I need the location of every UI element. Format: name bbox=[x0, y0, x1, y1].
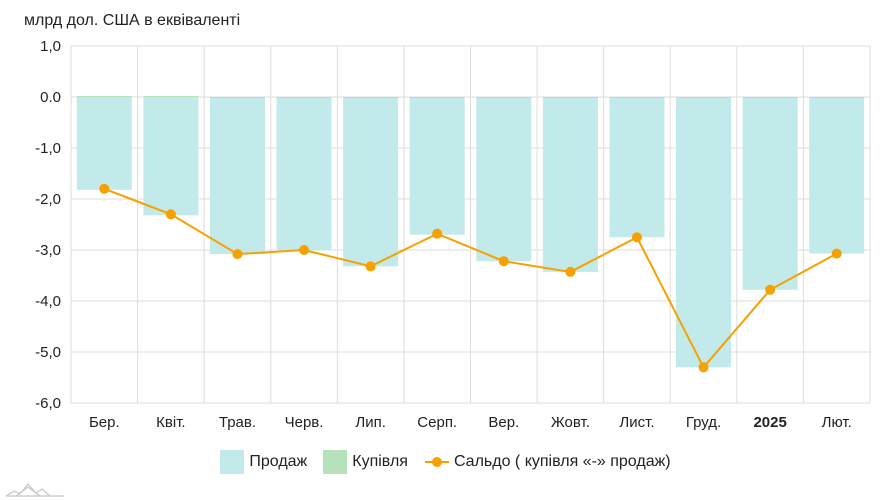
bar-sales bbox=[343, 97, 399, 267]
bar-sales bbox=[542, 97, 598, 272]
x-tick-label: Бер. bbox=[89, 414, 120, 431]
bar-sales bbox=[742, 97, 798, 290]
balance-point bbox=[165, 209, 176, 220]
y-tick-label: -6,0 bbox=[35, 395, 61, 412]
legend-swatch-balance bbox=[424, 457, 449, 467]
bar-purchases bbox=[143, 95, 199, 97]
balance-points bbox=[99, 183, 842, 373]
bar-sales bbox=[209, 97, 265, 255]
x-tick-label: Квіт. bbox=[156, 414, 185, 431]
bar-sales bbox=[676, 97, 732, 368]
balance-point bbox=[831, 248, 842, 259]
x-tick-label: 2025 bbox=[753, 414, 786, 431]
bar-purchases bbox=[676, 97, 732, 98]
bars bbox=[76, 95, 865, 368]
balance-point bbox=[99, 183, 110, 194]
x-tick-label: Лют. bbox=[822, 414, 852, 431]
y-tick-label: -4,0 bbox=[35, 293, 61, 310]
bar-purchases bbox=[476, 97, 532, 98]
legend: Продаж Купівля Сальдо ( купівля «-» прод… bbox=[0, 450, 891, 474]
bar-sales bbox=[476, 97, 532, 262]
legend-label-purchases: Купівля bbox=[352, 453, 408, 470]
bar-purchases bbox=[76, 95, 132, 97]
y-axis-ticks: 1,0 0.0 -1,0 -2,0 -3,0 -4,0 -5,0 -6,0 bbox=[35, 38, 61, 412]
balance-point bbox=[432, 228, 443, 239]
balance-point bbox=[631, 232, 642, 243]
x-tick-label: Груд. bbox=[686, 414, 721, 431]
legend-swatch-sales bbox=[220, 450, 245, 474]
legend-label-balance: Сальдо ( купівля «-» продаж) bbox=[453, 453, 671, 470]
bar-purchases bbox=[809, 97, 865, 98]
legend-item-balance: Сальдо ( купівля «-» продаж) bbox=[424, 450, 671, 474]
bar-purchases bbox=[542, 97, 598, 98]
y-tick-label: -2,0 bbox=[35, 191, 61, 208]
y-tick-label: 0.0 bbox=[40, 89, 61, 106]
x-tick-label: Жовт. bbox=[551, 414, 590, 431]
balance-point bbox=[299, 245, 310, 255]
balance-point bbox=[765, 284, 776, 295]
x-tick-label: Серп. bbox=[417, 414, 457, 431]
x-tick-label: Трав. bbox=[219, 414, 256, 431]
y-axis-unit-label: млрд дол. США в еквіваленті bbox=[24, 12, 241, 29]
bar-purchases bbox=[742, 97, 798, 98]
bar-sales bbox=[809, 97, 865, 254]
bar-purchases bbox=[343, 97, 399, 98]
balance-line-path bbox=[103, 187, 838, 370]
legend-label-sales: Продаж bbox=[249, 453, 308, 470]
y-tick-label: 1,0 bbox=[40, 38, 61, 55]
bar-purchases bbox=[276, 97, 332, 98]
bar-sales bbox=[609, 97, 665, 238]
bar-sales bbox=[143, 97, 199, 216]
mountain-logo-icon bbox=[6, 483, 64, 497]
legend-item-sales: Продаж bbox=[220, 450, 307, 474]
balance-point bbox=[565, 266, 576, 277]
balance-point bbox=[698, 362, 709, 373]
y-tick-label: -3,0 bbox=[35, 242, 61, 259]
balance-line bbox=[103, 187, 838, 370]
bar-sales bbox=[76, 97, 132, 190]
y-tick-label: -5,0 bbox=[35, 344, 61, 361]
x-tick-label: Лист. bbox=[619, 414, 654, 431]
balance-point bbox=[365, 261, 376, 272]
bar-purchases bbox=[209, 97, 265, 98]
legend-item-purchases: Купівля bbox=[323, 450, 408, 474]
chart: 1,0 0.0 -1,0 -2,0 -3,0 -4,0 -5,0 -6,0 Бер. Квіт.… bbox=[35, 38, 871, 431]
balance-point bbox=[232, 249, 243, 260]
bar-purchases bbox=[609, 97, 665, 98]
grid-lines bbox=[70, 45, 871, 404]
bar-sales bbox=[409, 97, 465, 235]
x-tick-label: Вер. bbox=[488, 414, 519, 431]
y-tick-label: -1,0 bbox=[35, 140, 61, 157]
x-tick-label: Черв. bbox=[285, 414, 324, 431]
balance-point bbox=[498, 256, 509, 267]
bar-sales bbox=[276, 97, 332, 250]
bar-purchases bbox=[409, 97, 465, 98]
x-tick-label: Лип. bbox=[355, 414, 386, 431]
legend-swatch-purchases bbox=[323, 450, 348, 474]
x-axis-ticks: Бер. Квіт. Трав. Черв. Лип. Серп. Вер. Жовт. Лис… bbox=[89, 414, 852, 431]
